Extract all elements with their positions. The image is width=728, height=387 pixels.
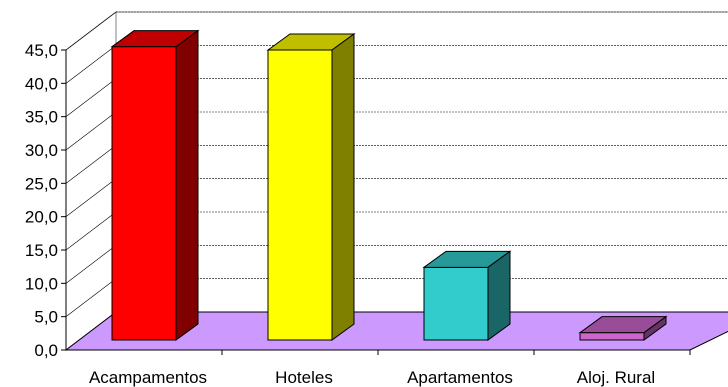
left-wall: [65, 10, 117, 352]
bar-apartamentos: [422, 250, 512, 341]
category-label: Apartamentos: [407, 368, 513, 387]
gridline-side: [65, 78, 117, 117]
category-label: Hoteles: [275, 368, 333, 387]
bar-front: [111, 46, 177, 341]
bar-front: [423, 266, 489, 341]
bar-side: [487, 250, 511, 341]
gridline-side: [65, 245, 117, 284]
bars: [110, 29, 668, 341]
y-tick-label: 15,0: [25, 241, 58, 260]
bar-side: [175, 29, 199, 341]
y-tick-label: 10,0: [25, 274, 58, 293]
y-tick-label: 0,0: [34, 341, 58, 360]
y-tick-label: 40,0: [25, 74, 58, 93]
y-tick-label: 5,0: [34, 308, 58, 327]
x-axis-categories: Acampamentos Hoteles Apartamentos Aloj. Rur…: [89, 350, 691, 387]
gridline-side: [65, 178, 117, 217]
bar-hoteles: [266, 33, 356, 341]
bar-acampamentos: [110, 29, 200, 341]
gridline-side: [65, 111, 117, 151]
bar-front: [579, 332, 645, 341]
gridline-side: [65, 278, 117, 317]
y-axis-ticks: 0,0 5,0 10,0 15,0 20,0 25,0 30,0 35,0 40,0 45,0: [25, 41, 690, 360]
y-tick-label: 45,0: [25, 41, 58, 60]
gridline-side: [65, 145, 117, 184]
y-tick-label: 30,0: [25, 141, 58, 160]
gridline-side: [65, 45, 117, 84]
bar-side: [331, 33, 355, 341]
y-tick-label: 35,0: [25, 108, 58, 127]
gridline-side: [65, 211, 117, 251]
y-tick-label: 20,0: [25, 208, 58, 227]
category-label: Aloj. Rural: [577, 368, 655, 387]
bar-aloj-rural: [578, 315, 668, 341]
category-label: Acampamentos: [89, 368, 207, 387]
chart-walls: [65, 10, 728, 352]
y-tick-label: 25,0: [25, 174, 58, 193]
gridline-side: [65, 11, 117, 51]
bar-side: [643, 315, 667, 341]
bar-front: [267, 49, 333, 341]
